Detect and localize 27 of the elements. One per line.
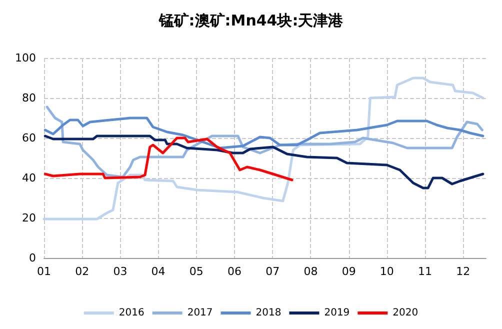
x-tick-label: 07 <box>266 265 280 278</box>
y-tick-label: 80 <box>22 92 36 104</box>
y-tick-label: 20 <box>22 212 36 224</box>
x-tick-label: 02 <box>75 265 90 278</box>
y-tick-label: 40 <box>22 172 36 184</box>
x-tick-label: 08 <box>304 265 318 278</box>
legend-label: 2016 <box>118 308 144 318</box>
y-tick-label: 60 <box>22 132 36 144</box>
y-tick-label: 0 <box>29 252 36 264</box>
legend-label: 2017 <box>187 308 213 318</box>
x-tick-label: 12 <box>456 265 470 278</box>
legend-label: 2018 <box>256 308 282 318</box>
line-series <box>44 136 294 182</box>
legend-label: 2019 <box>324 308 350 318</box>
legend-label: 2020 <box>392 308 418 318</box>
chart-title: 锰矿:澳矿:Mn44块:天津港 <box>158 12 344 30</box>
x-tick-label: 04 <box>151 265 166 278</box>
y-tick-label: 100 <box>15 52 36 64</box>
x-tick-label: 01 <box>37 265 51 278</box>
x-tick-label: 10 <box>380 265 394 278</box>
x-tick-label: 11 <box>418 265 432 278</box>
x-tick-label: 09 <box>342 265 356 278</box>
x-tick-label: 06 <box>228 265 242 278</box>
x-tick-label: 05 <box>189 265 204 278</box>
line-series <box>44 116 484 150</box>
line-series <box>44 134 484 190</box>
x-tick-label: 03 <box>113 265 128 278</box>
